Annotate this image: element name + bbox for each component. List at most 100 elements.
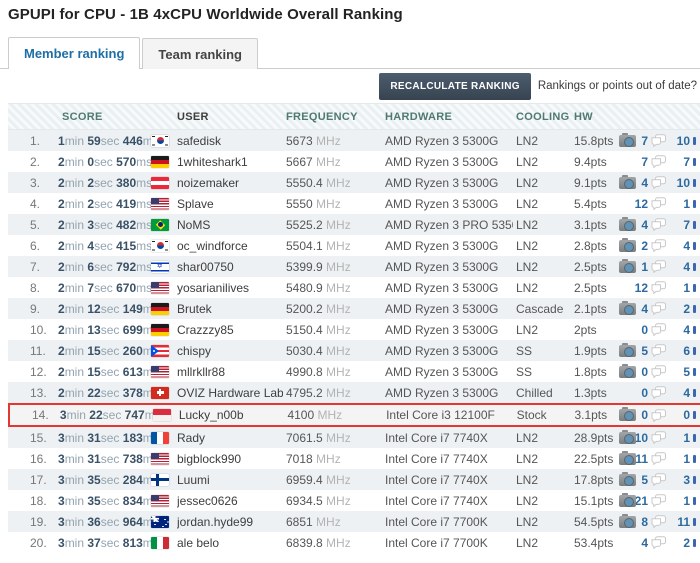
hardware-link[interactable]: AMD Ryzen 3 5300G <box>385 301 499 316</box>
like-count[interactable]: 4 <box>683 385 690 400</box>
photo-camera-icon[interactable] <box>619 363 636 378</box>
score-link[interactable]: 2min 4sec 415ms <box>58 238 153 253</box>
hardware-link[interactable]: AMD Ryzen 3 5300G <box>385 196 499 211</box>
like-count[interactable]: 4 <box>683 238 690 253</box>
photo-camera-icon[interactable] <box>619 174 636 189</box>
like-count[interactable]: 7 <box>683 154 690 169</box>
table-row[interactable]: 11. 2min 15sec 260ms chispy 5030.4 MHz AMD R… <box>8 340 700 361</box>
username-link[interactable]: safedisk <box>177 133 222 148</box>
photo-camera-icon[interactable] <box>619 258 636 273</box>
score-link[interactable]: 2min 15sec 260ms <box>58 343 159 358</box>
table-row[interactable]: 3. 2min 2sec 380ms noizemaker 5550.4 MHz AMD… <box>8 172 700 193</box>
score-link[interactable]: 3min 35sec 284ms <box>58 472 159 487</box>
comment-count[interactable]: 2 <box>641 238 648 253</box>
hardware-link[interactable]: Intel Core i7 7740X <box>385 430 488 445</box>
username-link[interactable]: Rady <box>177 430 206 445</box>
table-row[interactable]: 9. 2min 12sec 149ms Brutek 5200.2 MHz AMD Ry… <box>8 298 700 319</box>
like-count[interactable]: 1 <box>683 493 690 508</box>
comment-count[interactable]: 5 <box>641 343 648 358</box>
score-link[interactable]: 3min 35sec 834ms <box>58 493 159 508</box>
hardware-link[interactable]: Intel Core i3 12100F <box>386 408 495 422</box>
comment-count[interactable]: 0 <box>641 408 649 422</box>
score-link[interactable]: 1min 59sec 446ms <box>58 133 159 148</box>
like-count[interactable]: 0 <box>683 408 691 422</box>
hardware-link[interactable]: AMD Ryzen 3 5300G <box>385 322 499 337</box>
comment-count[interactable]: 7 <box>641 154 648 169</box>
hardware-link[interactable]: Intel Core i7 7700K <box>385 535 488 550</box>
comment-count[interactable]: 12 <box>634 196 648 211</box>
recalculate-ranking-button[interactable]: RECALCULATE RANKING <box>379 72 531 100</box>
table-row[interactable]: 19. 3min 36sec 964ms jordan.hyde99 6851 MHz… <box>8 511 700 532</box>
username-link[interactable]: chispy <box>177 343 212 358</box>
hardware-link[interactable]: Intel Core i7 7740X <box>385 493 488 508</box>
table-row[interactable]: 14. 3min 22sec 747ms Lucky_n00b 4100 MHz Int… <box>8 403 700 427</box>
score-link[interactable]: 2min 3sec 482ms <box>58 217 153 232</box>
username-link[interactable]: yosarianilives <box>177 280 250 295</box>
like-count[interactable]: 4 <box>683 259 690 274</box>
hardware-link[interactable]: AMD Ryzen 3 5300G <box>385 385 499 400</box>
column-header-frequency[interactable]: FREQUENCY <box>286 110 358 123</box>
hardware-link[interactable]: AMD Ryzen 3 5300G <box>385 133 499 148</box>
score-link[interactable]: 2min 6sec 792ms <box>58 259 153 274</box>
photo-camera-icon[interactable] <box>619 450 636 465</box>
table-row[interactable]: 6. 2min 4sec 415ms oc_windforce 5504.1 MHz A… <box>8 235 700 256</box>
username-link[interactable]: bigblock990 <box>177 451 242 466</box>
comment-count[interactable]: 0 <box>641 385 648 400</box>
comment-count[interactable]: 4 <box>641 217 648 232</box>
table-row[interactable]: 5. 2min 3sec 482ms NoMS 5525.2 MHz AMD Ryzen… <box>8 214 700 235</box>
username-link[interactable]: jordan.hyde99 <box>177 514 254 529</box>
score-link[interactable]: 2min 13sec 699ms <box>58 322 159 337</box>
hardware-link[interactable]: AMD Ryzen 3 5300G <box>385 280 499 295</box>
photo-camera-icon[interactable] <box>619 429 636 444</box>
username-link[interactable]: NoMS <box>177 217 211 232</box>
username-link[interactable]: 1whiteshark1 <box>177 154 248 169</box>
comment-count[interactable]: 10 <box>634 430 648 445</box>
table-row[interactable]: 15. 3min 31sec 183ms Rady 7061.5 MHz Intel C… <box>8 427 700 448</box>
score-link[interactable]: 3min 36sec 964ms <box>58 514 159 529</box>
photo-camera-icon[interactable] <box>619 216 636 231</box>
like-count[interactable]: 11 <box>677 514 690 529</box>
like-count[interactable]: 1 <box>683 196 690 211</box>
like-count[interactable]: 10 <box>676 175 690 190</box>
username-link[interactable]: jessec0626 <box>177 493 238 508</box>
tab-member-ranking[interactable]: Member ranking <box>8 37 141 69</box>
comment-count[interactable]: 1 <box>641 259 648 274</box>
photo-camera-icon[interactable] <box>619 407 637 421</box>
score-link[interactable]: 3min 31sec 738ms <box>58 451 159 466</box>
like-count[interactable]: 2 <box>683 301 690 316</box>
tab-team-ranking[interactable]: Team ranking <box>142 38 258 69</box>
hardware-link[interactable]: Intel Core i7 7740X <box>385 472 488 487</box>
hardware-link[interactable]: AMD Ryzen 3 5300G <box>385 259 499 274</box>
table-row[interactable]: 12. 2min 15sec 613ms mllrkllr88 4990.8 MHz A… <box>8 361 700 382</box>
hardware-link[interactable]: Intel Core i7 7700K <box>385 514 488 529</box>
username-link[interactable]: Splave <box>177 196 214 211</box>
table-row[interactable]: 17. 3min 35sec 284ms Luumi 6959.4 MHz Intel … <box>8 469 700 490</box>
photo-camera-icon[interactable] <box>619 237 636 252</box>
score-link[interactable]: 2min 22sec 378ms <box>58 385 159 400</box>
comment-count[interactable]: 7 <box>641 133 648 148</box>
score-link[interactable]: 2min 0sec 570ms <box>58 154 153 169</box>
username-link[interactable]: Crazzzy85 <box>177 322 234 337</box>
photo-camera-icon[interactable] <box>619 471 636 486</box>
column-header-hardware[interactable]: HARDWARE <box>385 110 453 123</box>
hardware-link[interactable]: Intel Core i7 7740X <box>385 451 488 466</box>
like-count[interactable]: 10 <box>676 133 690 148</box>
comment-count[interactable]: 4 <box>641 535 648 550</box>
score-link[interactable]: 2min 2sec 380ms <box>58 175 153 190</box>
photo-camera-icon[interactable] <box>619 492 636 507</box>
like-count[interactable]: 7 <box>683 217 690 232</box>
table-row[interactable]: 8. 2min 7sec 670ms yosarianilives 5480.9 MH… <box>8 277 700 298</box>
comment-count[interactable]: 0 <box>641 322 648 337</box>
comment-count[interactable]: 21 <box>634 493 648 508</box>
table-row[interactable]: 13. 2min 22sec 378ms OVIZ Hardware Lab4795… <box>8 382 700 403</box>
username-link[interactable]: Brutek <box>177 301 212 316</box>
username-link[interactable]: Luumi <box>177 472 210 487</box>
like-count[interactable]: 2 <box>683 535 690 550</box>
username-link[interactable]: noizemaker <box>177 175 240 190</box>
hardware-link[interactable]: AMD Ryzen 3 5300G <box>385 343 499 358</box>
comment-count[interactable]: 11 <box>635 451 648 466</box>
username-link[interactable]: mllrkllr88 <box>177 364 225 379</box>
photo-camera-icon[interactable] <box>619 300 636 315</box>
table-row[interactable]: 16. 3min 31sec 738ms bigblock990 7018 MHz In… <box>8 448 700 469</box>
column-header-cooling[interactable]: COOLING <box>516 110 570 123</box>
